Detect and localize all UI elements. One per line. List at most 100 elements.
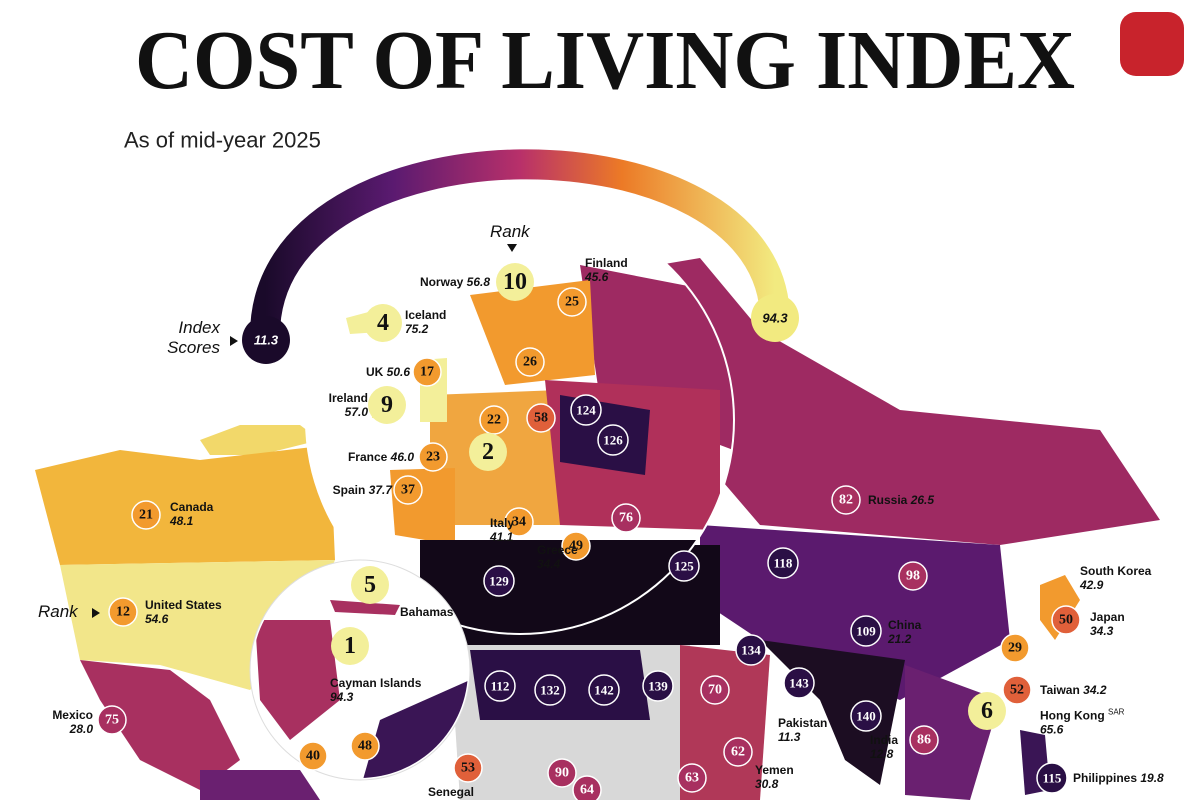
rank-dot (1036, 762, 1068, 794)
country-score: 19.8 (1140, 771, 1164, 785)
country-label: India 12.8 (870, 733, 898, 761)
rank-dot (484, 670, 516, 702)
rank-label: 109 (856, 624, 876, 639)
rank-label: 9 (381, 392, 393, 418)
rank-dot (1000, 633, 1030, 663)
rank-dot (909, 725, 939, 755)
rank-dot (642, 670, 674, 702)
country-name: Bahamas (400, 605, 454, 619)
rank-dot (351, 566, 389, 604)
country-name: Greece (537, 543, 578, 557)
rank-label: 64 (580, 783, 594, 798)
rank-label: 12 (116, 605, 130, 620)
country-score: 56.8 (466, 275, 490, 289)
country-label: Greece 34.4 (537, 543, 578, 571)
arrow (507, 244, 517, 252)
rank-label: Rank (38, 602, 78, 621)
country-name: Senegal (428, 785, 475, 799)
country-name: Hong Kong (1040, 708, 1105, 723)
rank-label: 98 (906, 569, 920, 584)
country-name: Taiwan (1040, 683, 1080, 697)
country-name: Yemen (755, 763, 794, 777)
country-label: Iceland 75.2 (405, 308, 446, 336)
country-name: Canada (170, 500, 214, 514)
rank-label: 118 (774, 556, 793, 571)
rank-dot (572, 775, 602, 800)
country-label: Hong Kong SAR 65.6 (1040, 706, 1124, 737)
country-label: South Korea 42.9 (1080, 564, 1151, 592)
rank-label: 52 (1010, 683, 1024, 698)
rank-dot (131, 500, 161, 530)
country-name: United States (145, 598, 222, 612)
country-name: Ireland (328, 391, 368, 405)
scale-max-dot (751, 294, 799, 342)
country-label: Japan 34.3 (1090, 610, 1125, 638)
rank-label: 132 (540, 683, 560, 698)
rank-dot (611, 503, 641, 533)
country-score: 46.0 (390, 450, 414, 464)
country-label: Mexico 28.0 (52, 708, 93, 736)
title: COST OF LIVING INDEX (135, 14, 1075, 107)
country-name: Japan (1090, 610, 1125, 624)
country-score: 50.6 (386, 365, 410, 379)
rank-label: 62 (731, 745, 745, 760)
country-name: India (870, 733, 899, 747)
country-label: Canada 48.1 (170, 500, 213, 528)
rank-label: Rank (490, 222, 530, 241)
rank-label: 70 (708, 683, 722, 698)
rank-label: 29 (1008, 641, 1022, 656)
country-score: 94.3 (330, 690, 354, 704)
scale-min: 11.3 (254, 333, 279, 348)
rank-label: 4 (377, 310, 389, 336)
country-score: 54.6 (145, 612, 169, 626)
rank-dot (298, 741, 328, 771)
rank-dot (570, 394, 602, 426)
rank-dot (735, 634, 767, 666)
country-name: Finland (585, 256, 628, 270)
country-label: Philippines 19.8 (1073, 771, 1164, 785)
country-tag: SAR (1108, 707, 1125, 717)
rank-dot (368, 386, 406, 424)
rank-label: 139 (648, 679, 668, 694)
rank-dot (483, 565, 515, 597)
rank-dot (1051, 605, 1081, 635)
rank-label: 10 (503, 269, 527, 295)
rank-label: 125 (674, 559, 694, 574)
rank-label: 5 (364, 572, 376, 598)
rank-dot (723, 737, 753, 767)
country-score: 34.4 (537, 557, 561, 571)
rank-dot (504, 507, 534, 537)
rank-label: 140 (856, 709, 876, 724)
country-name: China (888, 618, 922, 632)
country-score: 48.1 (170, 514, 194, 528)
rank-label: 49 (569, 539, 583, 554)
rank-label: 124 (576, 403, 596, 418)
rank-label: 50 (1059, 613, 1073, 628)
country-label: Italy 41.1 (490, 516, 514, 544)
rank-dot (597, 424, 629, 456)
rank-label: 82 (839, 493, 853, 508)
country-name: Pakistan (778, 716, 828, 730)
rank-label: 86 (917, 733, 931, 748)
country-name: Russia (868, 493, 908, 507)
country-label: Cayman Islands 94.3 (330, 676, 421, 704)
country-label: Taiwan 34.2 (1040, 683, 1107, 697)
rank-dot (700, 675, 730, 705)
scale-max: 94.3 (762, 311, 788, 326)
country-name: UK (365, 365, 384, 379)
rank-dot (557, 287, 587, 317)
rank-label: 53 (461, 761, 475, 776)
rank-dot (418, 442, 448, 472)
rank-label: 48 (358, 739, 372, 754)
country-label: Ireland 57.0 (329, 391, 368, 419)
rank-dot (783, 667, 815, 699)
rank-dot (97, 705, 127, 735)
country-score: 65.6 (1040, 722, 1064, 737)
caribbean-inset (249, 559, 471, 781)
country-name: Philippines (1073, 771, 1138, 785)
country-score: 41.1 (490, 530, 514, 544)
country-name: South Korea (1080, 564, 1152, 578)
rank-dot (668, 550, 700, 582)
